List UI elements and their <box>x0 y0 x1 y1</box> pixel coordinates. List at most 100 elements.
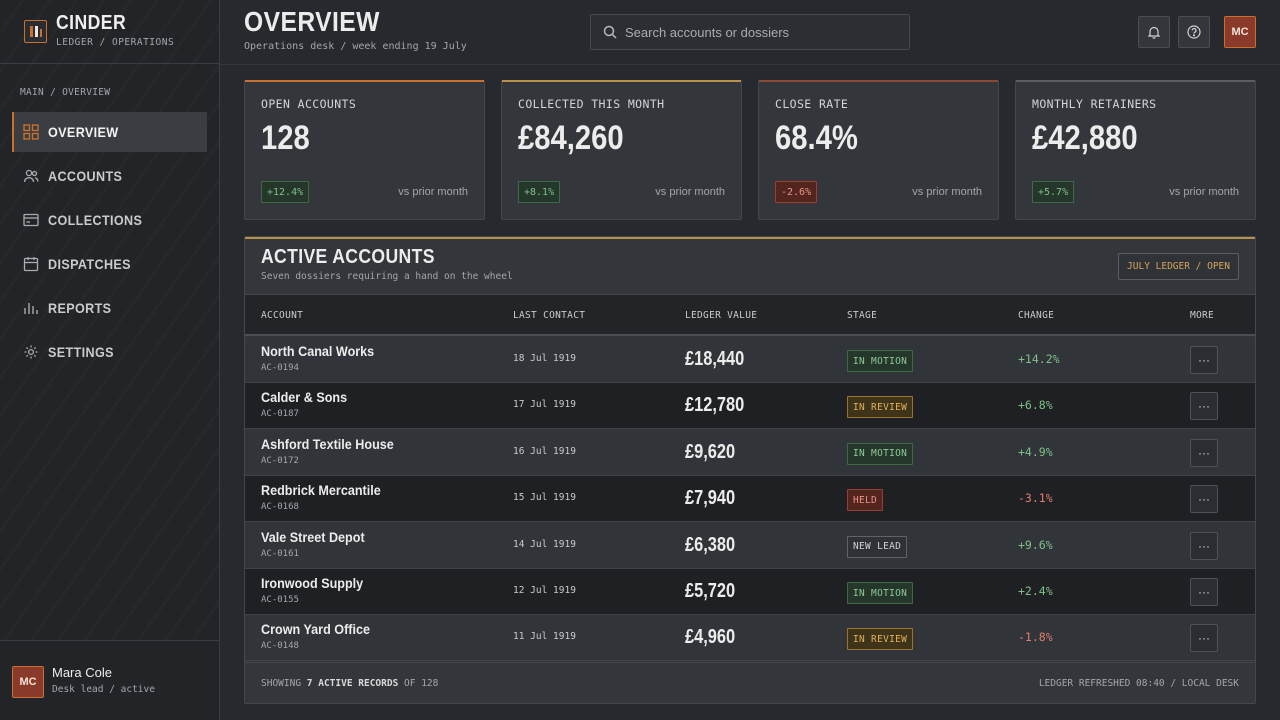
ledger-value: £12,780 <box>685 394 745 417</box>
last-contact: 14 Jul 1919 <box>513 538 576 550</box>
stat-card-close-rate: CLOSE RATE 68.4% -2.6% vs prior month <box>758 80 999 220</box>
ledger-value: £4,960 <box>685 626 736 649</box>
account-id: AC-0155 <box>261 595 299 605</box>
users-icon <box>23 168 39 184</box>
last-contact: 17 Jul 1919 <box>513 399 576 411</box>
column-header-change[interactable]: CHANGE <box>1018 310 1055 321</box>
stat-delta: -2.6% <box>775 181 818 203</box>
stat-label: COLLECTED THIS MONTH <box>518 97 665 111</box>
stat-delta: +5.7% <box>1032 181 1075 203</box>
stage-badge: IN MOTION <box>847 442 914 465</box>
page-title: OVERVIEW <box>244 6 380 37</box>
table-row[interactable]: Calder & Sons AC-0187 17 Jul 1919 £12,780 IN… <box>245 383 1255 430</box>
account-name[interactable]: Crown Yard Office <box>261 621 370 638</box>
stat-label: MONTHLY RETAINERS <box>1032 97 1157 111</box>
last-contact: 12 Jul 1919 <box>513 585 576 596</box>
calendar-icon <box>23 256 39 272</box>
more-icon: ··· <box>1198 631 1210 646</box>
account-name[interactable]: North Canal Works <box>261 343 375 359</box>
account-name[interactable]: Vale Street Depot <box>261 528 365 545</box>
card-icon <box>23 212 39 228</box>
avatar: MC <box>12 666 44 698</box>
row-more-button[interactable]: ··· <box>1190 438 1218 467</box>
sidebar-item-collections[interactable]: COLLECTIONS <box>12 200 207 240</box>
stat-compare: vs prior month <box>1169 186 1239 198</box>
stat-value: £42,880 <box>1032 119 1138 157</box>
record-count: SHOWING 7 ACTIVE RECORDS OF 128 <box>261 678 438 689</box>
table-row[interactable]: Ashford Textile House AC-0172 16 Jul 1919 £… <box>245 429 1255 476</box>
column-header-account[interactable]: ACCOUNT <box>261 310 304 321</box>
account-id: AC-0187 <box>261 409 299 420</box>
header-avatar[interactable]: MC <box>1224 16 1256 48</box>
notifications-button[interactable] <box>1138 16 1170 48</box>
last-contact: 18 Jul 1919 <box>513 353 576 364</box>
stat-label: OPEN ACCOUNTS <box>261 97 357 111</box>
sidebar-item-label: ACCOUNTS <box>48 168 123 184</box>
sidebar-item-label: SETTINGS <box>48 344 114 360</box>
stat-compare: vs prior month <box>398 186 468 198</box>
search-input[interactable] <box>625 24 895 40</box>
column-header-stage[interactable]: STAGE <box>847 310 878 321</box>
search-icon <box>603 25 617 39</box>
help-button[interactable] <box>1178 16 1210 48</box>
column-header-last-contact[interactable]: LAST CONTACT <box>513 310 586 321</box>
brand-subtitle: LEDGER / OPERATIONS <box>56 37 175 48</box>
search-box[interactable] <box>590 14 910 50</box>
ledger-status-tag[interactable]: JULY LEDGER / OPEN <box>1118 253 1239 280</box>
refresh-status: LEDGER REFRESHED 08:40 / LOCAL DESK <box>1038 678 1239 689</box>
record-count-prefix: SHOWING <box>261 678 302 689</box>
stage-badge: IN REVIEW <box>847 628 914 651</box>
user-role: Desk lead / active <box>52 684 155 695</box>
table-row[interactable]: Vale Street Depot AC-0161 14 Jul 1919 £6,38… <box>245 522 1255 569</box>
panel-title: ACTIVE ACCOUNTS <box>261 246 435 268</box>
account-id: AC-0161 <box>261 548 299 559</box>
account-name[interactable]: Ashford Textile House <box>261 435 394 452</box>
more-icon: ··· <box>1198 585 1210 599</box>
stat-delta: +12.4% <box>261 181 310 203</box>
row-more-button[interactable]: ··· <box>1190 392 1218 421</box>
account-name[interactable]: Calder & Sons <box>261 389 348 406</box>
row-more-button[interactable]: ··· <box>1190 346 1218 374</box>
sidebar-item-overview[interactable]: OVERVIEW <box>12 112 207 152</box>
account-id: AC-0168 <box>261 502 299 513</box>
account-name[interactable]: Redbrick Mercantile <box>261 482 381 499</box>
stat-value: 68.4% <box>775 119 858 157</box>
stat-value: 128 <box>261 119 310 157</box>
last-contact: 15 Jul 1919 <box>513 492 576 504</box>
stage-badge: HELD <box>847 489 884 512</box>
change-value: -1.8% <box>1018 630 1053 645</box>
record-count-suffix: OF 128 <box>404 678 439 689</box>
row-more-button[interactable]: ··· <box>1190 531 1218 560</box>
table-row[interactable]: Ironwood Supply AC-0155 12 Jul 1919 £5,720 I… <box>245 569 1255 615</box>
change-value: +4.9% <box>1018 444 1053 459</box>
sidebar-item-reports[interactable]: REPORTS <box>12 288 207 328</box>
account-id: AC-0172 <box>261 455 299 466</box>
column-header-more: MORE <box>1190 310 1215 321</box>
user-profile[interactable]: MC Mara Cole Desk lead / active <box>0 640 219 720</box>
bell-icon <box>1147 25 1161 39</box>
account-id: AC-0194 <box>261 363 299 373</box>
table-row[interactable]: Crown Yard Office AC-0148 11 Jul 1919 £4,96… <box>245 615 1255 662</box>
account-name[interactable]: Ironwood Supply <box>261 575 364 591</box>
row-more-button[interactable]: ··· <box>1190 485 1218 514</box>
table-header: ACCOUNT LAST CONTACT LEDGER VALUE STAGE … <box>245 294 1255 336</box>
panel-accent <box>245 237 1255 239</box>
brand: CINDER LEDGER / OPERATIONS <box>0 0 219 64</box>
sidebar-item-settings[interactable]: SETTINGS <box>12 332 207 372</box>
last-contact: 11 Jul 1919 <box>513 631 576 643</box>
change-value: +6.8% <box>1018 398 1053 413</box>
table-row[interactable]: Redbrick Mercantile AC-0168 15 Jul 1919 £7,… <box>245 476 1255 523</box>
bar-chart-icon <box>23 300 39 316</box>
grid-icon <box>23 124 39 140</box>
table-footer: SHOWING 7 ACTIVE RECORDS OF 128 LEDGER R… <box>245 662 1255 703</box>
sidebar-item-dispatches[interactable]: DISPATCHES <box>12 244 207 284</box>
stat-accent <box>245 80 484 82</box>
table-row[interactable]: North Canal Works AC-0194 18 Jul 1919 £18,4… <box>245 337 1255 383</box>
row-more-button[interactable]: ··· <box>1190 578 1218 606</box>
row-more-button[interactable]: ··· <box>1190 624 1218 653</box>
sidebar-item-accounts[interactable]: ACCOUNTS <box>12 156 207 196</box>
column-header-ledger-value[interactable]: LEDGER VALUE <box>685 310 758 321</box>
panel-subtitle: Seven dossiers requiring a hand on the w… <box>261 271 513 282</box>
sidebar-item-label: OVERVIEW <box>48 124 119 140</box>
stat-compare: vs prior month <box>912 186 982 198</box>
